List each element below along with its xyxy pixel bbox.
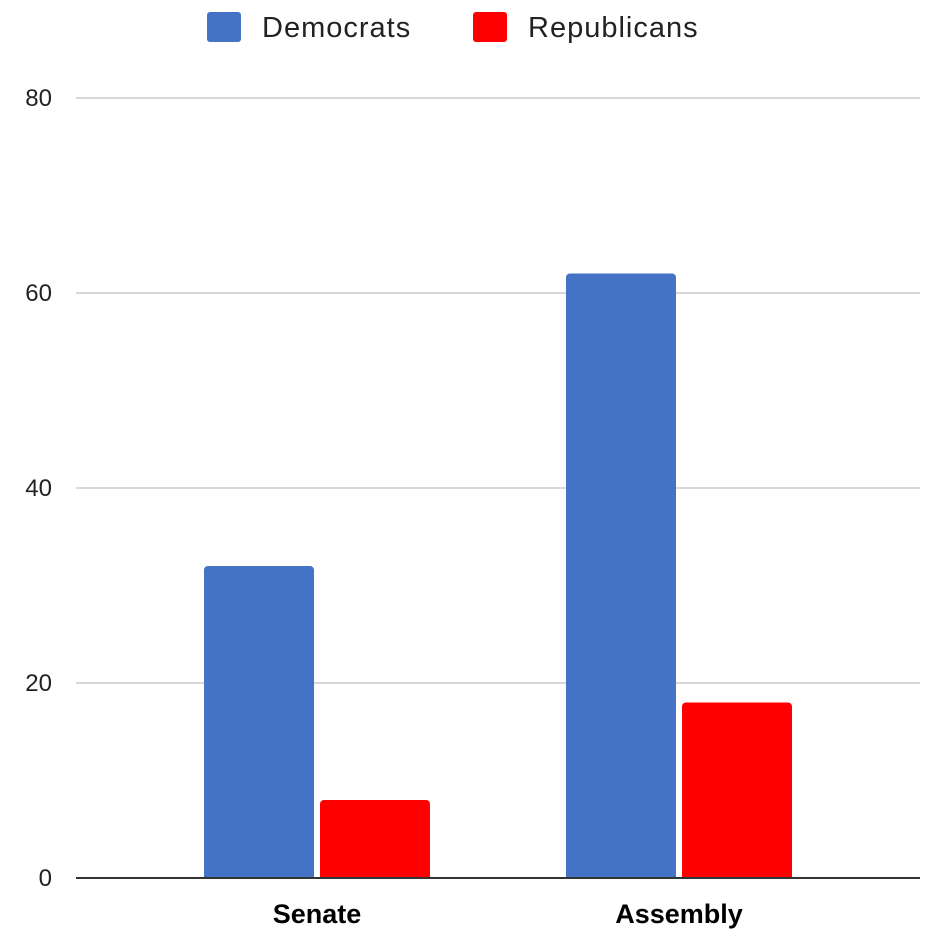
y-tick-label: 40	[25, 475, 52, 502]
x-axis-ticks: Senate Assembly	[273, 899, 743, 929]
legend-item-democrats[interactable]: Democrats	[207, 12, 411, 44]
x-tick-label-assembly: Assembly	[615, 899, 743, 929]
legend-label-republicans: Republicans	[528, 12, 699, 44]
bar-republicans-assembly[interactable]	[682, 702, 792, 879]
bar-democrats-senate[interactable]	[204, 566, 314, 878]
gridlines	[76, 97, 920, 684]
y-axis-ticks: 0 20 40 60 80	[25, 85, 52, 892]
legend-swatch-republicans	[473, 12, 507, 42]
bar-base-republicans-senate	[320, 872, 430, 878]
bar-democrats-assembly[interactable]	[566, 273, 676, 879]
legend-item-republicans[interactable]: Republicans	[473, 12, 699, 44]
bar-base-republicans-assembly	[682, 872, 792, 878]
y-tick-label: 20	[25, 670, 52, 697]
bar-base-democrats-senate	[204, 872, 314, 878]
y-tick-label: 0	[39, 865, 52, 892]
bar-republicans-senate[interactable]	[320, 800, 430, 878]
bar-base-democrats-assembly	[566, 872, 676, 878]
legend-swatch-democrats	[207, 12, 241, 42]
legend: Democrats Republicans	[207, 12, 699, 44]
legend-label-democrats: Democrats	[262, 12, 411, 44]
y-tick-label: 60	[25, 280, 52, 307]
x-tick-label-senate: Senate	[273, 899, 362, 929]
y-tick-label: 80	[25, 85, 52, 112]
bars	[204, 273, 792, 879]
